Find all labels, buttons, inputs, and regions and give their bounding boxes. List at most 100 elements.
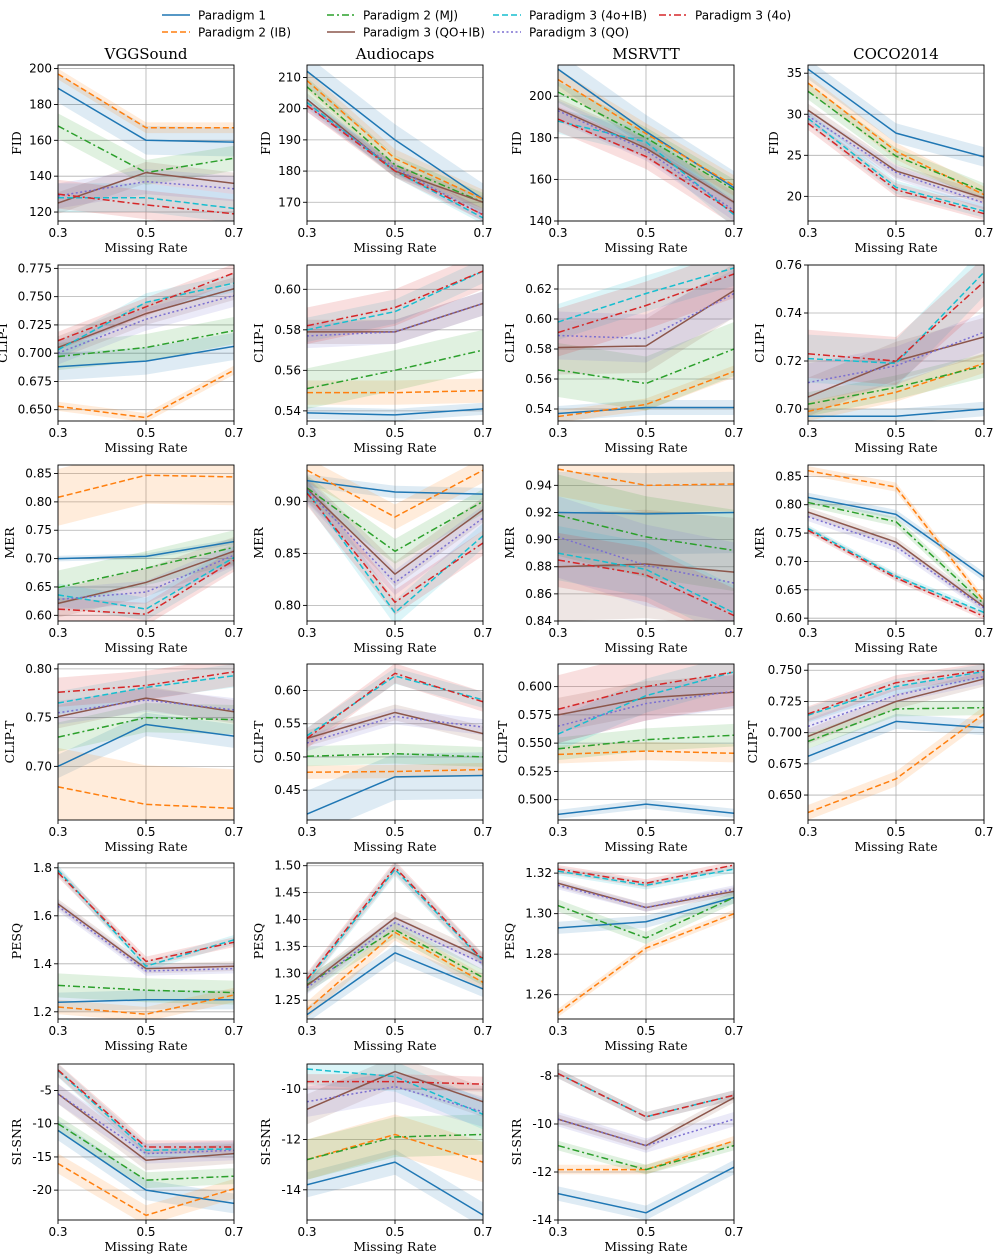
band-p3qo	[58, 543, 234, 611]
y-tick-label: 0.80	[274, 598, 301, 612]
y-tick-label: 0.675	[768, 757, 802, 771]
plot-area	[808, 265, 984, 421]
series-line-p2ib	[558, 750, 734, 756]
column-title: COCO2014	[853, 45, 939, 63]
y-axis: 1.26 1.28 1.30 1.32 PESQ	[502, 866, 558, 1002]
y-axis: 0.60 0.65 0.70 0.75 0.80 0.85 MER	[752, 469, 808, 625]
x-axis-label: Missing Rate	[104, 1038, 187, 1053]
y-axis: 0.650 0.675 0.700 0.725 0.750 0.775 CLIP-I	[0, 261, 58, 417]
y-axis-label: MER	[251, 527, 266, 559]
x-axis-label: Missing Rate	[353, 1038, 436, 1053]
x-tick-label: 0.7	[473, 226, 492, 240]
plot-area	[307, 1064, 483, 1220]
panel-mer-audiocaps: 0.3 0.5 0.7 Missing Rate 0.80 0.85 0.90 MER	[251, 464, 493, 655]
y-tick-label: 0.58	[274, 323, 301, 337]
series-line-p2mj	[58, 716, 234, 738]
panel-clip-i-coco2014: 0.3 0.5 0.7 Missing Rate 0.70 0.72 0.74 0.76 CLI…	[752, 258, 994, 455]
band-p34oib	[558, 108, 734, 221]
x-tick-label: 0.3	[798, 226, 817, 240]
band-p2mj	[58, 113, 234, 186]
legend-entry-p3qoib: Paradigm 3 (QO+IB)	[327, 26, 485, 40]
y-axis-label: SI-SNR	[258, 1118, 273, 1165]
y-axis: 0.70 0.75 0.80 CLIP-T	[2, 662, 58, 773]
band-p2mj	[808, 700, 984, 749]
band-p2mj	[58, 1115, 234, 1189]
x-tick-label: 0.3	[48, 825, 67, 839]
y-axis: 1.2 1.4 1.6 1.8 PESQ	[9, 861, 58, 1019]
x-tick-label: 0.3	[548, 626, 567, 640]
x-tick-label: 0.5	[886, 626, 905, 640]
band-p3qoib	[307, 1064, 483, 1125]
band-p2mj	[558, 723, 734, 761]
y-tick-label: 1.40	[274, 912, 301, 926]
x-tick-label: 0.3	[48, 1024, 67, 1038]
x-tick-label: 0.3	[798, 426, 817, 440]
band-p2ib	[558, 1136, 734, 1175]
series-line-p1	[808, 720, 984, 758]
band-p3qoib	[558, 509, 734, 621]
legend-label: Paradigm 2 (MJ)	[363, 9, 458, 23]
band-p2ib	[558, 465, 734, 513]
y-tick-label: 0.92	[525, 505, 552, 519]
series-line-p1	[558, 1166, 734, 1214]
y-axis: 0.54 0.56 0.58 0.60 CLIP-I	[251, 282, 307, 418]
legend-label: Paradigm 1	[198, 9, 266, 23]
band-p34oib	[558, 664, 734, 752]
band-p1	[558, 1160, 734, 1220]
series-line-p2ib	[558, 912, 734, 1014]
series-line-p3qo	[58, 905, 234, 972]
plot-area	[808, 466, 984, 620]
series-line-p2ib	[307, 931, 483, 1011]
x-axis: 0.3 0.5 0.7 Missing Rate	[297, 1220, 493, 1254]
band-p3qoib	[558, 98, 734, 213]
band-p3qoib	[808, 317, 984, 417]
y-tick-label: 0.75	[25, 523, 52, 537]
series-line-p3qoib	[58, 288, 234, 349]
series-line-p3qoib	[558, 107, 734, 203]
x-tick-label: 0.3	[297, 1225, 316, 1239]
series-line-p2mj	[58, 125, 234, 174]
y-tick-label: 180	[529, 131, 552, 145]
panel-si-snr-msrvtt: 0.3 0.5 0.7 Missing Rate -14 -12 -10 -8 SI-SNR	[509, 1063, 744, 1254]
legend-entry-p3qo: Paradigm 3 (QO)	[493, 26, 629, 40]
x-axis: 0.3 0.5 0.7 Missing Rate	[297, 221, 493, 255]
y-axis-label: FID	[9, 131, 24, 155]
series-line-p3qoib	[58, 1093, 234, 1162]
y-tick-label: 1.35	[274, 939, 301, 953]
series-line-p3qo	[558, 1118, 734, 1147]
x-tick-label: 0.7	[473, 426, 492, 440]
y-tick-label: 0.650	[18, 403, 52, 417]
series-line-p34oib	[307, 1068, 483, 1116]
band-p34oib	[307, 96, 483, 221]
band-p1	[58, 990, 234, 1012]
band-p34o	[558, 1068, 734, 1122]
series-line-p2ib	[558, 468, 734, 487]
band-p2ib	[307, 378, 483, 405]
y-tick-label: 20	[787, 189, 802, 203]
panel-fid-coco2014: 0.3 0.5 0.7 Missing Rate 20 25 30 35 FID	[766, 64, 994, 255]
x-tick-label: 0.7	[224, 825, 243, 839]
band-p2mj	[558, 1140, 734, 1175]
series-line-p1	[307, 408, 483, 416]
series-line-p34o	[307, 104, 483, 216]
y-tick-label: 0.650	[768, 788, 802, 802]
x-tick-label: 0.7	[473, 825, 492, 839]
series-line-p3qoib	[808, 511, 984, 608]
panel-pesq-vggsound: 0.3 0.5 0.7 Missing Rate 1.2 1.4 1.6 1.8 PESQ	[9, 861, 244, 1053]
plot-area	[58, 664, 234, 820]
band-p1	[558, 799, 734, 819]
x-tick-label: 0.3	[548, 226, 567, 240]
band-p2ib	[58, 747, 234, 820]
y-axis-label: PESQ	[251, 923, 266, 959]
band-p34oib	[58, 546, 234, 621]
x-tick-label: 0.5	[385, 1225, 404, 1239]
band-p34o	[808, 116, 984, 221]
x-tick-label: 0.3	[548, 426, 567, 440]
band-p34o	[558, 532, 734, 621]
y-axis-label: CLIP-I	[502, 323, 517, 363]
plot-area	[558, 1068, 734, 1220]
series-line-p1	[307, 70, 483, 200]
panel-clip-i-msrvtt: 0.3 0.5 0.7 Missing Rate 0.54 0.56 0.58 0.60 0.6…	[502, 264, 744, 455]
band-p34o	[58, 179, 234, 221]
